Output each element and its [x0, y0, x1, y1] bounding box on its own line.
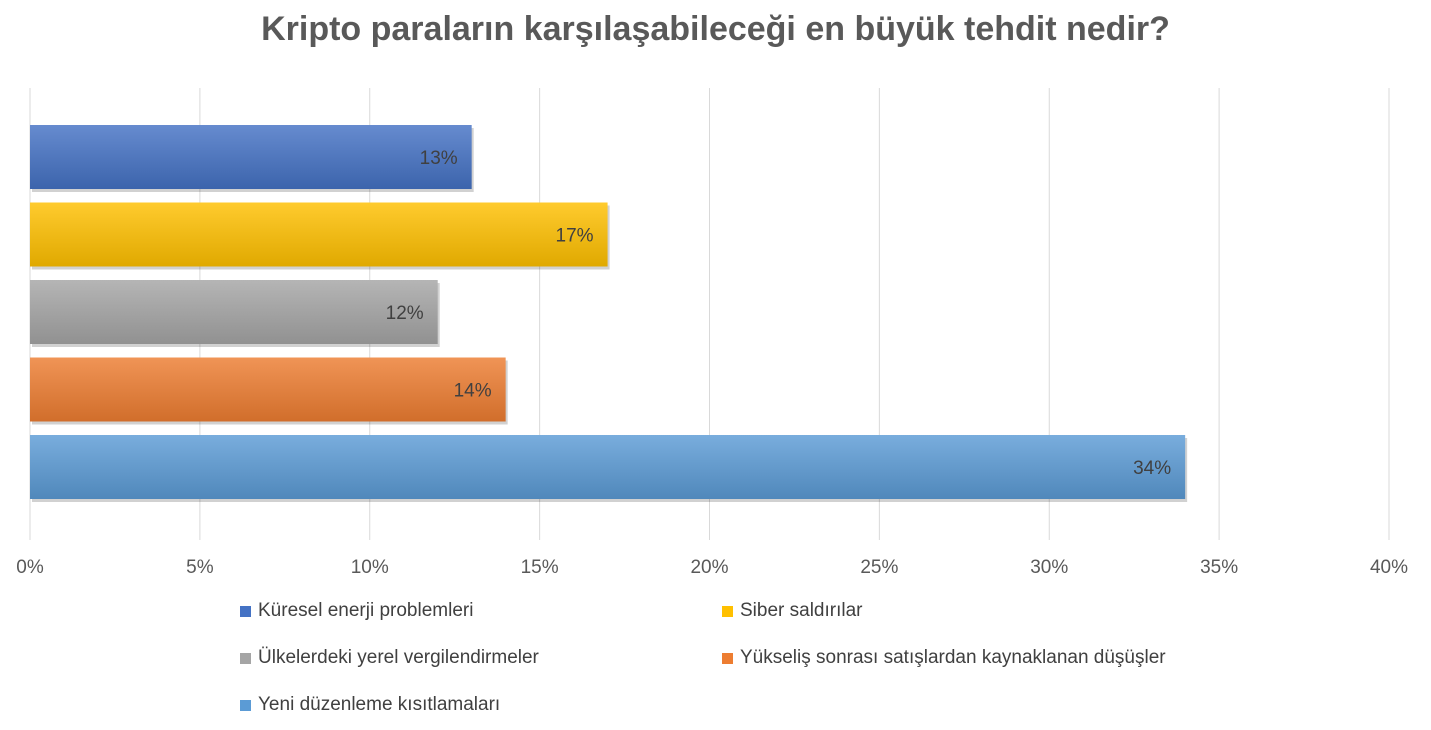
legend-swatch	[722, 605, 733, 617]
bar	[30, 202, 608, 267]
x-tick-label: 10%	[351, 557, 389, 578]
bar-data-label: 14%	[454, 381, 492, 402]
bar-data-label: 12%	[386, 303, 424, 324]
bars: 13% 17% 12% 14% 34%	[30, 125, 1188, 502]
x-tick-label: 5%	[186, 557, 214, 578]
legend-label: Yeni düzenleme kısıtlamaları	[258, 694, 501, 715]
legend-label: Ülkelerdeki yerel vergilendirmeler	[258, 647, 539, 668]
x-tick-label: 40%	[1370, 557, 1408, 578]
legend-item: Siber saldırılar	[722, 600, 863, 622]
legend-swatch	[722, 652, 733, 664]
legend-swatch	[240, 699, 251, 711]
legend-swatch	[240, 605, 251, 617]
x-tick-label: 35%	[1200, 557, 1238, 578]
legend-item: Yeni düzenleme kısıtlamaları	[240, 694, 500, 716]
bar	[30, 280, 438, 344]
legend-label: Siber saldırılar	[740, 600, 863, 621]
bar-data-label: 34%	[1133, 458, 1171, 479]
bar-chart-plot: 13% 17% 12% 14% 34% 0% 5% 10% 15% 20% 25% 30% 35% 40…	[16, 88, 1408, 578]
bar-data-label: 13%	[420, 148, 458, 169]
bar	[30, 435, 1186, 499]
x-tick-label: 20%	[690, 557, 728, 578]
bar	[30, 357, 506, 422]
x-axis-ticks: 0% 5% 10% 15% 20% 25% 30% 35% 40%	[16, 557, 1408, 578]
x-tick-label: 15%	[521, 557, 559, 578]
legend-item: Yükseliş sonrası satışlardan kaynaklanan…	[722, 647, 1166, 669]
x-tick-label: 0%	[16, 557, 44, 578]
bar	[30, 125, 472, 189]
chart-title: Kripto paraların karşılaşabileceği en bü…	[261, 10, 1170, 48]
x-tick-label: 30%	[1030, 557, 1068, 578]
x-tick-label: 25%	[860, 557, 898, 578]
legend-label: Yükseliş sonrası satışlardan kaynaklanan…	[740, 647, 1166, 668]
bar-data-label: 17%	[556, 226, 594, 247]
legend-item: Ülkelerdeki yerel vergilendirmeler	[240, 647, 539, 669]
legend-swatch	[240, 652, 251, 664]
legend-item: Küresel enerji problemleri	[240, 600, 473, 622]
legend-label: Küresel enerji problemleri	[258, 600, 474, 621]
